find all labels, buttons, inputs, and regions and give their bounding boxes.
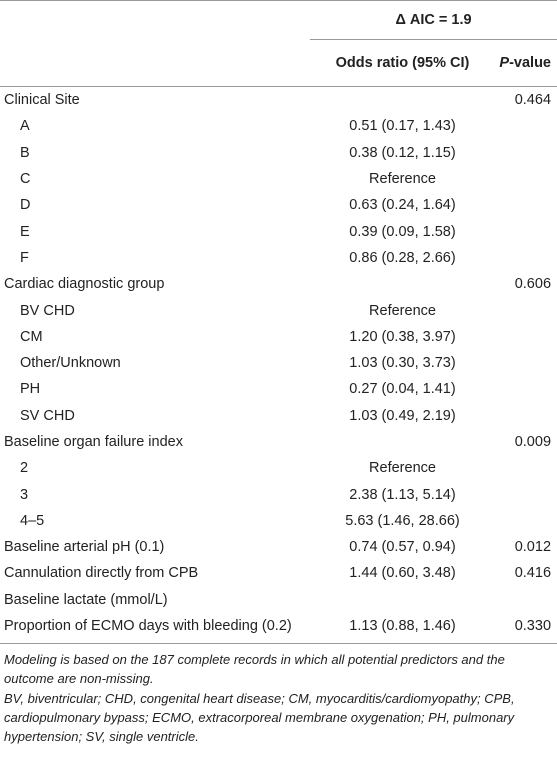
p-value [495, 166, 557, 192]
row: F 0.86 (0.28, 2.66) [0, 245, 557, 271]
header-row: Odds ratio (95% CI) P-value [0, 39, 557, 87]
row: 2 Reference [0, 455, 557, 481]
p-rest: -value [509, 55, 552, 71]
row-label: E [20, 223, 30, 240]
row-label: CM [20, 328, 43, 345]
p-value [495, 140, 557, 166]
row: Cardiac diagnostic group 0.606 [0, 271, 557, 297]
p-value: 0.009 [514, 434, 552, 450]
odds-ratio: 1.13 (0.88, 1.46) [310, 612, 495, 645]
row: 4–5 5.63 (1.46, 28.66) [0, 508, 557, 534]
odds-ratio: 0.39 (0.09, 1.58) [349, 223, 456, 240]
header-row: Δ AIC = 1.9 [0, 0, 557, 40]
row-label: Baseline lactate (mmol/L) [4, 591, 168, 608]
p-value [495, 297, 557, 323]
odds-ratio [310, 587, 495, 613]
odds-ratio [310, 429, 495, 455]
group-header: Δ AIC = 1.9 [310, 0, 557, 40]
odds-ratio [310, 271, 495, 297]
p-value [495, 508, 557, 534]
row: C Reference [0, 166, 557, 192]
empty-cell [0, 39, 310, 87]
table-body: Δ AIC = 1.9 Odds ratio (95% CI) P-value … [0, 0, 557, 645]
row-label: F [20, 249, 29, 266]
p-italic: P [499, 55, 510, 71]
p-value [495, 403, 557, 429]
row: 3 2.38 (1.13, 5.14) [0, 481, 557, 507]
p-value [495, 481, 557, 507]
row-label: BV CHD [20, 302, 75, 319]
p-value: 0.012 [514, 539, 552, 556]
row-label: 4–5 [20, 512, 45, 529]
row-label: SV CHD [20, 407, 75, 424]
row: Proportion of ECMO days with bleeding (0… [0, 612, 557, 645]
odds-ratio: 5.63 (1.46, 28.66) [345, 512, 460, 529]
odds-ratio: 0.38 (0.12, 1.15) [349, 144, 456, 161]
note: BV, biventricular; CHD, congenital heart… [4, 691, 515, 745]
row-label: 2 [20, 460, 29, 477]
row: SV CHD 1.03 (0.49, 2.19) [0, 403, 557, 429]
row: D 0.63 (0.24, 1.64) [0, 192, 557, 218]
p-value [495, 455, 557, 481]
p-value [495, 218, 557, 244]
row: PH 0.27 (0.04, 1.41) [0, 376, 557, 402]
row-label: A [20, 118, 30, 135]
row-label: Other/Unknown [20, 355, 121, 372]
row-label: C [20, 171, 31, 188]
p-header: P-value [495, 39, 557, 87]
row: B 0.38 (0.12, 1.15) [0, 140, 557, 166]
row-label: Cardiac diagnostic group [4, 276, 165, 293]
row: Cannulation directly from CPB 1.44 (0.60,… [0, 560, 557, 586]
row-label: Baseline arterial pH (0.1) [4, 539, 165, 556]
odds-ratio: Reference [369, 171, 436, 188]
p-value [495, 376, 557, 402]
row: Baseline arterial pH (0.1) 0.74 (0.57, 0.… [0, 534, 557, 560]
or-header: Odds ratio (95% CI) [310, 39, 495, 87]
odds-ratio: 2.38 (1.13, 5.14) [349, 486, 456, 503]
row: Clinical Site 0.464 [0, 87, 557, 114]
p-value: 0.606 [514, 276, 552, 293]
odds-ratio: 0.51 (0.17, 1.43) [349, 118, 456, 135]
odds-ratio: 1.03 (0.30, 3.73) [349, 355, 456, 372]
odds-ratio: Reference [369, 460, 436, 477]
p-value [495, 350, 557, 376]
row: CM 1.20 (0.38, 3.97) [0, 324, 557, 350]
p-value [495, 245, 557, 271]
row: Other/Unknown 1.03 (0.30, 3.73) [0, 350, 557, 376]
row-label: Cannulation directly from CPB [4, 565, 199, 582]
p-value [495, 587, 557, 613]
p-value: 0.416 [514, 565, 552, 582]
p-value [495, 324, 557, 350]
p-value [495, 192, 557, 218]
odds-ratio: Reference [369, 302, 436, 319]
odds-ratio: 0.63 (0.24, 1.64) [349, 197, 456, 214]
p-value [495, 113, 557, 139]
notes: Modeling is based on the 187 complete re… [0, 644, 557, 746]
row-label: 3 [20, 486, 29, 503]
odds-ratio: 0.74 (0.57, 0.94) [349, 539, 456, 556]
row-label: Clinical Site [4, 92, 80, 109]
odds-ratio: 1.03 (0.49, 2.19) [349, 407, 456, 424]
row-label: Proportion of ECMO days with bleeding (0… [0, 612, 310, 645]
p-value: 0.464 [514, 92, 552, 109]
row: Baseline lactate (mmol/L) [0, 587, 557, 613]
p-value: 0.330 [495, 612, 557, 645]
row-label: D [20, 197, 31, 214]
row: BV CHD Reference [0, 297, 557, 323]
odds-ratio: 0.86 (0.28, 2.66) [349, 249, 456, 266]
row-label: PH [20, 381, 41, 398]
note: Modeling is based on the 187 complete re… [4, 652, 505, 687]
row-label: Baseline organ failure index [4, 434, 183, 450]
odds-ratio: 1.20 (0.38, 3.97) [349, 328, 456, 345]
row: Baseline organ failure index 0.009 [0, 429, 557, 455]
table: Δ AIC = 1.9 Odds ratio (95% CI) P-value … [0, 0, 557, 645]
row: A 0.51 (0.17, 1.43) [0, 113, 557, 139]
odds-ratio: 1.44 (0.60, 3.48) [349, 565, 456, 582]
odds-ratio: 0.27 (0.04, 1.41) [349, 381, 456, 398]
empty-cell [0, 0, 310, 40]
row-label: B [20, 144, 30, 161]
odds-ratio [310, 87, 495, 114]
row: E 0.39 (0.09, 1.58) [0, 218, 557, 244]
